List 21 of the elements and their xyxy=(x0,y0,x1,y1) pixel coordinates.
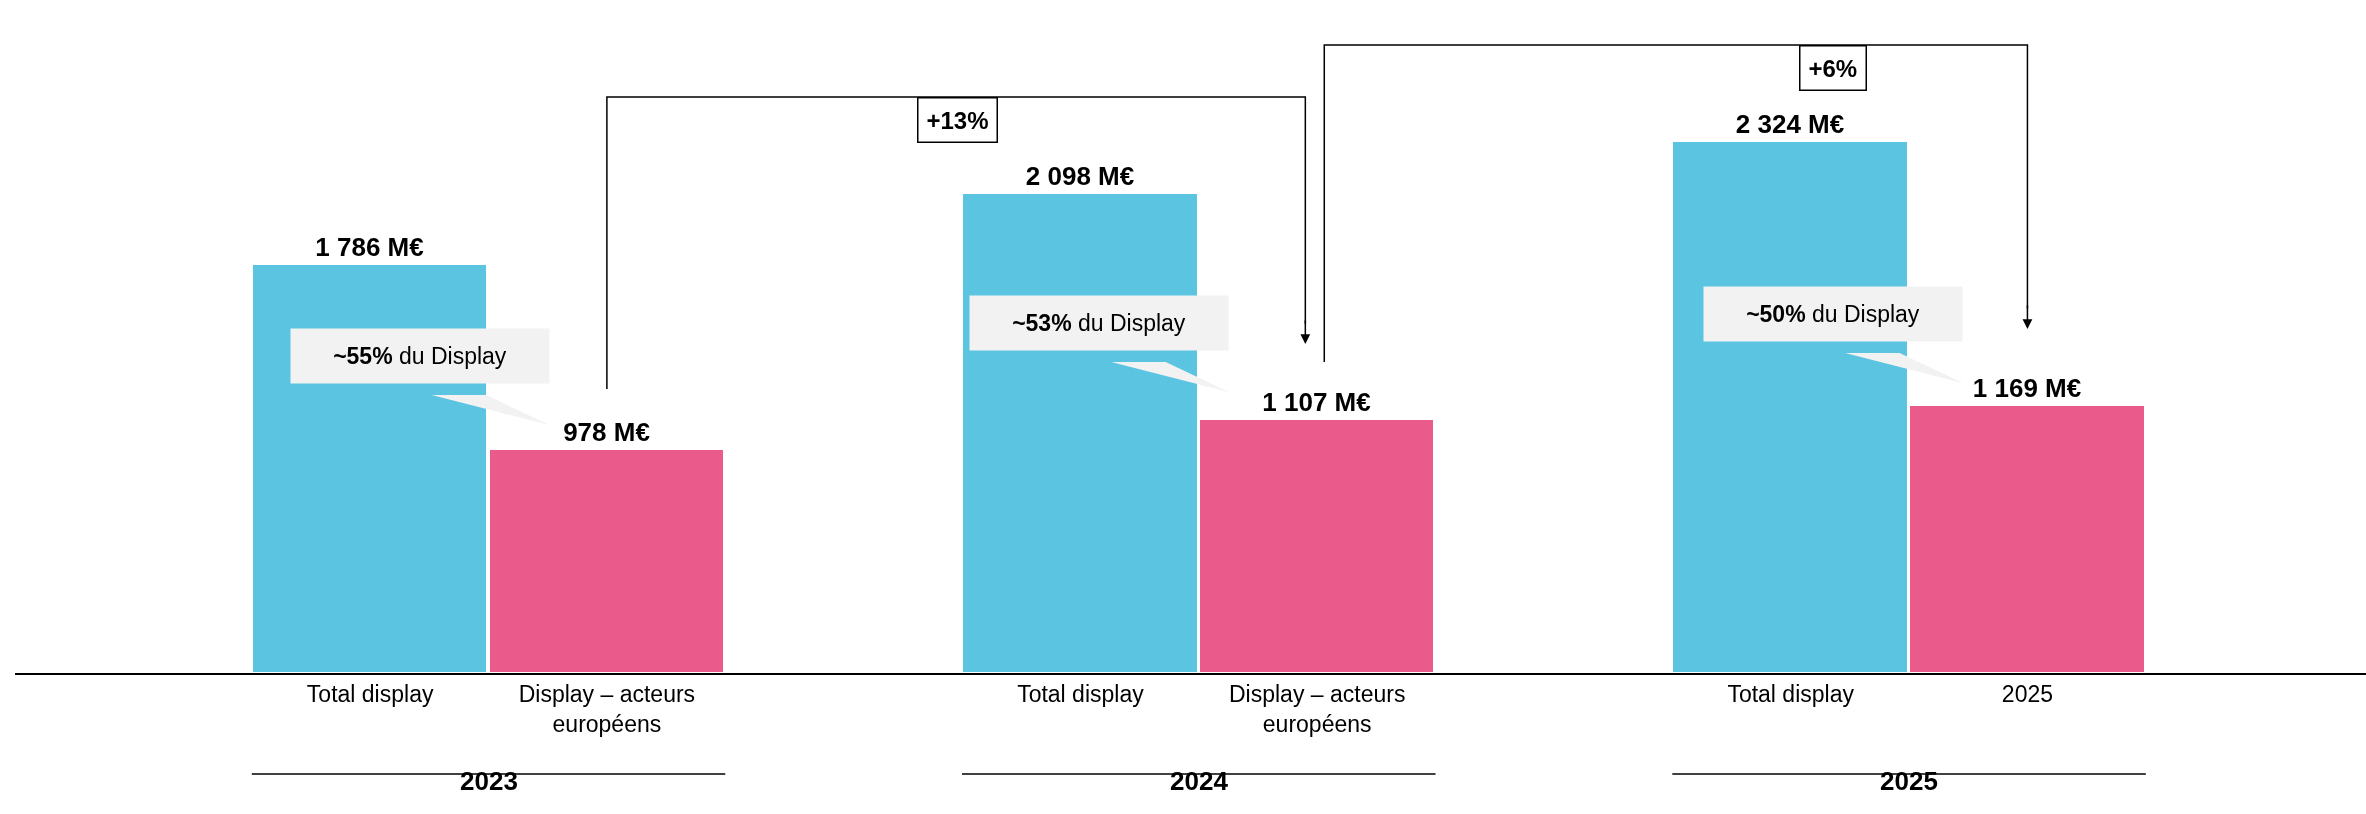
data-label: 1 107 M€ xyxy=(1262,386,1371,417)
data-label: 1 786 M€ xyxy=(315,231,424,262)
x-tick-label: Display – acteurs européens xyxy=(1228,681,1406,738)
text: 2025 xyxy=(1880,766,1938,796)
text: 2024 xyxy=(1170,766,1229,796)
x-tick-label: 2025 xyxy=(2001,681,2054,708)
annotation: ~55% du Display xyxy=(333,343,507,369)
bar xyxy=(489,449,724,673)
x-tick-label: Display – acteurs européens xyxy=(518,681,696,738)
data-label: 1 169 M€ xyxy=(1972,372,2082,403)
x-tick-label: Total display xyxy=(1017,681,1145,708)
data-label: 978 M€ xyxy=(563,416,650,447)
data-label: 2 324 M€ xyxy=(1735,108,1845,139)
annotation: ~50% du Display xyxy=(1746,301,1920,327)
annotation: ~53% du Display xyxy=(1012,310,1186,336)
text: +13% xyxy=(926,106,989,134)
text: +6% xyxy=(1808,54,1858,82)
text: 2023 xyxy=(460,766,518,796)
data-label: 2 098 M€ xyxy=(1025,160,1135,191)
x-tick-label: Total display xyxy=(1727,681,1855,708)
x-tick-label: Total display xyxy=(306,681,434,708)
